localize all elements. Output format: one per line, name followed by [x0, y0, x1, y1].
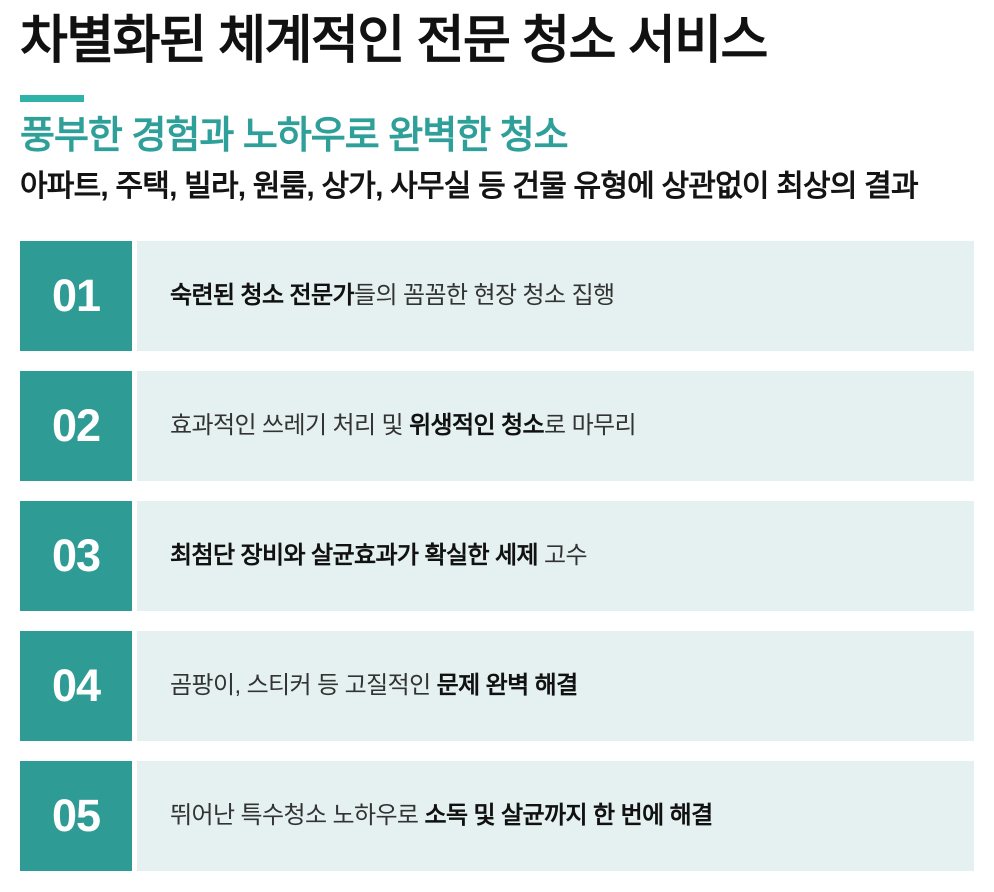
- feature-text-segment: 들의 꼼꼼한 현장 청소 집행: [353, 282, 615, 310]
- feature-number-badge: 01: [20, 241, 132, 352]
- feature-number-badge: 02: [20, 371, 132, 482]
- feature-number-badge: 03: [20, 501, 132, 612]
- page-header: 차별화된 체계적인 전문 청소 서비스 풍부한 경험과 노하우로 완벽한 청소 …: [20, 12, 974, 206]
- feature-text: 효과적인 쓰레기 처리 및 위생적인 청소로 마무리: [170, 410, 637, 442]
- feature-number-badge: 05: [20, 761, 132, 872]
- feature-row-01: 01 숙련된 청소 전문가들의 꼼꼼한 현장 청소 집행: [20, 241, 974, 352]
- feature-row-04: 04 곰팡이, 스티커 등 고질적인 문제 완벽 해결: [20, 631, 974, 742]
- feature-text-bold-segment: 문제 완벽 해결: [436, 672, 579, 700]
- page-subtitle: 풍부한 경험과 노하우로 완벽한 청소: [20, 114, 569, 157]
- feature-body: 곰팡이, 스티커 등 고질적인 문제 완벽 해결: [137, 631, 974, 742]
- feature-text-segment: 로 마무리: [544, 412, 637, 440]
- feature-body: 숙련된 청소 전문가들의 꼼꼼한 현장 청소 집행: [137, 241, 974, 352]
- feature-text-bold-segment: 숙련된 청소 전문가: [170, 282, 355, 310]
- feature-text-bold-segment: 최첨단 장비와 살균효과가 확실한 세제: [170, 542, 539, 570]
- page-title: 차별화된 체계적인 전문 청소 서비스: [20, 12, 768, 70]
- feature-text-segment: 뛰어난 특수청소 노하우로: [170, 802, 425, 830]
- feature-text-segment: 효과적인 쓰레기 처리 및: [170, 412, 410, 440]
- feature-text: 곰팡이, 스티커 등 고질적인 문제 완벽 해결: [170, 670, 578, 702]
- feature-row-03: 03 최첨단 장비와 살균효과가 확실한 세제 고수: [20, 501, 974, 612]
- feature-text-bold-segment: 위생적인 청소: [409, 412, 545, 440]
- feature-row-02: 02 효과적인 쓰레기 처리 및 위생적인 청소로 마무리: [20, 371, 974, 482]
- feature-body: 뛰어난 특수청소 노하우로 소독 및 살균까지 한 번에 해결: [137, 761, 974, 872]
- feature-number-badge: 04: [20, 631, 132, 742]
- feature-text: 숙련된 청소 전문가들의 꼼꼼한 현장 청소 집행: [170, 280, 615, 312]
- accent-divider: [20, 94, 84, 102]
- feature-text-segment: 곰팡이, 스티커 등 고질적인: [170, 672, 437, 700]
- feature-body: 효과적인 쓰레기 처리 및 위생적인 청소로 마무리: [137, 371, 974, 482]
- feature-list: 01 숙련된 청소 전문가들의 꼼꼼한 현장 청소 집행 02 효과적인 쓰레기 처리…: [20, 241, 974, 872]
- feature-row-05: 05 뛰어난 특수청소 노하우로 소독 및 살균까지 한 번에 해결: [20, 761, 974, 872]
- page-description: 아파트, 주택, 빌라, 원룸, 상가, 사무실 등 건물 유형에 상관없이 최…: [20, 170, 919, 204]
- feature-text: 최첨단 장비와 살균효과가 확실한 세제 고수: [170, 540, 588, 572]
- feature-text-segment: 고수: [537, 542, 588, 570]
- feature-body: 최첨단 장비와 살균효과가 확실한 세제 고수: [137, 501, 974, 612]
- feature-text-bold-segment: 소독 및 살균까지 한 번에 해결: [424, 802, 713, 830]
- feature-text: 뛰어난 특수청소 노하우로 소독 및 살균까지 한 번에 해결: [170, 800, 713, 832]
